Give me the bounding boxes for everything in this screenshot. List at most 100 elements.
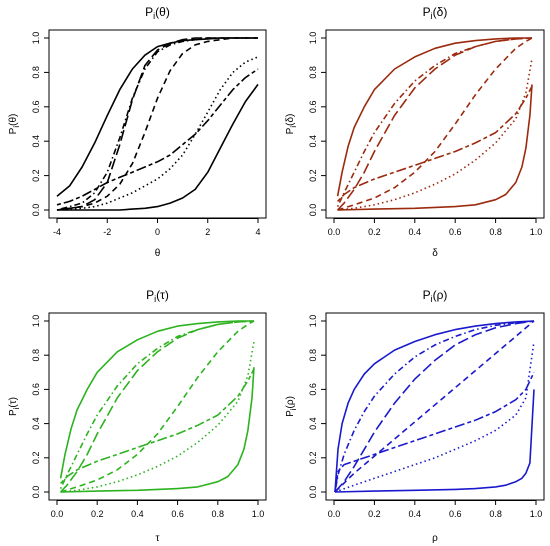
y-tick-label: 0.2 [31, 169, 41, 182]
curve-1 [334, 320, 535, 493]
panel-title: Pi(τ) [146, 288, 169, 304]
y-tick-label: 0.4 [31, 417, 41, 430]
plot-frame [325, 29, 545, 219]
x-tick-label: 0.4 [409, 227, 422, 237]
x-axis-label: τ [156, 533, 160, 544]
y-axis: 0.0 0.2 0.4 0.6 0.8 1.0 [31, 315, 49, 499]
panel-rho: Pi(ρ) 0.0 0.2 0.4 0.6 0.8 1.0 0.0 0.2 0.4 0.6 0.8… [285, 288, 545, 544]
x-tick-label: 0.8 [489, 227, 502, 237]
curve-2 [337, 37, 533, 211]
curve-6 [60, 341, 255, 493]
y-tick-label: 0.6 [308, 101, 318, 114]
x-tick-label: -2 [103, 227, 111, 237]
x-axis: 0.0 0.2 0.4 0.6 0.8 1.0 [328, 500, 542, 519]
curve-5 [334, 371, 535, 493]
y-axis-label: Pi(θ) [8, 114, 21, 135]
y-tick-label: 1.0 [31, 315, 41, 328]
curves [334, 320, 535, 493]
y-tick-label: 0.8 [308, 349, 318, 362]
x-tick-label: 0.0 [328, 227, 341, 237]
y-tick-label: 0.0 [308, 204, 318, 217]
y-axis: 0.0 0.2 0.4 0.6 0.8 1.0 [308, 32, 326, 217]
y-tick-label: 0.6 [31, 383, 41, 396]
y-tick-label: 0.2 [308, 452, 318, 465]
curve-4 [337, 37, 533, 211]
y-tick-label: 0.2 [308, 169, 318, 182]
curve-4 [334, 320, 535, 493]
x-tick-label: -4 [53, 227, 61, 237]
y-tick-label: 0.8 [31, 66, 41, 79]
curve-1 [59, 320, 254, 479]
y-tick-label: 0.4 [308, 135, 318, 148]
y-tick-label: 1.0 [308, 315, 318, 328]
x-axis-label: δ [432, 248, 438, 259]
x-tick-label: 2 [205, 227, 210, 237]
y-tick-label: 0.2 [31, 452, 41, 465]
panel-tau: Pi(τ) 0.0 0.2 0.4 0.6 0.8 1.0 0.0 0.2 0.4 0.6 0.8… [8, 288, 267, 544]
y-tick-label: 0.6 [31, 101, 41, 114]
panel-title: Pi(ρ) [423, 288, 448, 304]
panel-title: Pi(θ) [145, 5, 170, 21]
curve-2 [56, 37, 258, 211]
curve-5 [337, 85, 533, 202]
y-tick-label: 0.0 [308, 486, 318, 499]
y-tick-label: 0.4 [31, 135, 41, 148]
curve-5 [56, 68, 259, 206]
curve-1 [336, 37, 532, 197]
y-tick-label: 0.0 [31, 486, 41, 499]
panel-theta: Pi(θ) -4 -2 0 2 4 0.0 0.2 0.4 0.6 0.8 1.0 θ Pi(θ) [8, 5, 267, 259]
curve-7 [60, 367, 255, 493]
y-tick-label: 0.6 [308, 383, 318, 396]
x-tick-label: 0.0 [328, 509, 341, 519]
x-tick-label: 0.6 [449, 227, 462, 237]
x-tick-label: 4 [255, 227, 260, 237]
y-axis-label: Pi(δ) [285, 114, 298, 135]
curves [56, 37, 259, 211]
curve-3 [56, 37, 258, 211]
x-tick-label: 1.0 [252, 509, 265, 519]
x-axis: 0.0 0.2 0.4 0.6 0.8 1.0 [51, 500, 265, 519]
y-axis-label: Pi(τ) [8, 397, 21, 416]
y-tick-label: 0.8 [308, 66, 318, 79]
y-tick-label: 0.4 [308, 417, 318, 430]
curve-7 [57, 83, 259, 211]
y-axis: 0.0 0.2 0.4 0.6 0.8 1.0 [31, 32, 49, 217]
curve-4 [60, 320, 255, 493]
curve-7 [334, 389, 535, 493]
panel-delta: Pi(δ) 0.0 0.2 0.4 0.6 0.8 1.0 0.0 0.2 0.4 0.6 0.8… [285, 5, 545, 259]
x-tick-label: 0.2 [368, 509, 381, 519]
curve-7 [337, 84, 533, 211]
panel-title: Pi(δ) [423, 5, 448, 21]
curve-4 [56, 37, 258, 211]
curve-2 [60, 320, 255, 493]
curves [336, 37, 533, 211]
x-tick-label: 0.8 [489, 509, 502, 519]
x-tick-label: 0.2 [91, 509, 104, 519]
y-tick-label: 0.8 [31, 349, 41, 362]
curve-2 [334, 320, 535, 493]
x-axis: -4 -2 0 2 4 [53, 218, 261, 237]
y-axis: 0.0 0.2 0.4 0.6 0.8 1.0 [308, 315, 326, 499]
curves [59, 320, 255, 493]
curve-1 [56, 37, 258, 197]
x-tick-label: 0.4 [131, 509, 144, 519]
x-tick-label: 0 [155, 227, 160, 237]
x-tick-label: 0.8 [212, 509, 225, 519]
y-axis-label: Pi(ρ) [285, 396, 298, 417]
x-tick-label: 0.2 [368, 227, 381, 237]
x-tick-label: 0.0 [51, 509, 64, 519]
curve-3 [336, 37, 533, 207]
x-axis-label: θ [155, 248, 161, 259]
curve-5 [60, 368, 255, 484]
x-tick-label: 0.6 [449, 509, 462, 519]
curve-6 [337, 58, 533, 211]
y-tick-label: 1.0 [31, 32, 41, 45]
y-tick-label: 0.0 [31, 204, 41, 217]
curve-3 [59, 320, 255, 489]
x-tick-label: 0.6 [171, 509, 184, 519]
x-axis: 0.0 0.2 0.4 0.6 0.8 1.0 [328, 218, 543, 237]
x-tick-label: 1.0 [530, 227, 543, 237]
curve-6 [334, 341, 535, 493]
x-tick-label: 0.4 [409, 509, 422, 519]
